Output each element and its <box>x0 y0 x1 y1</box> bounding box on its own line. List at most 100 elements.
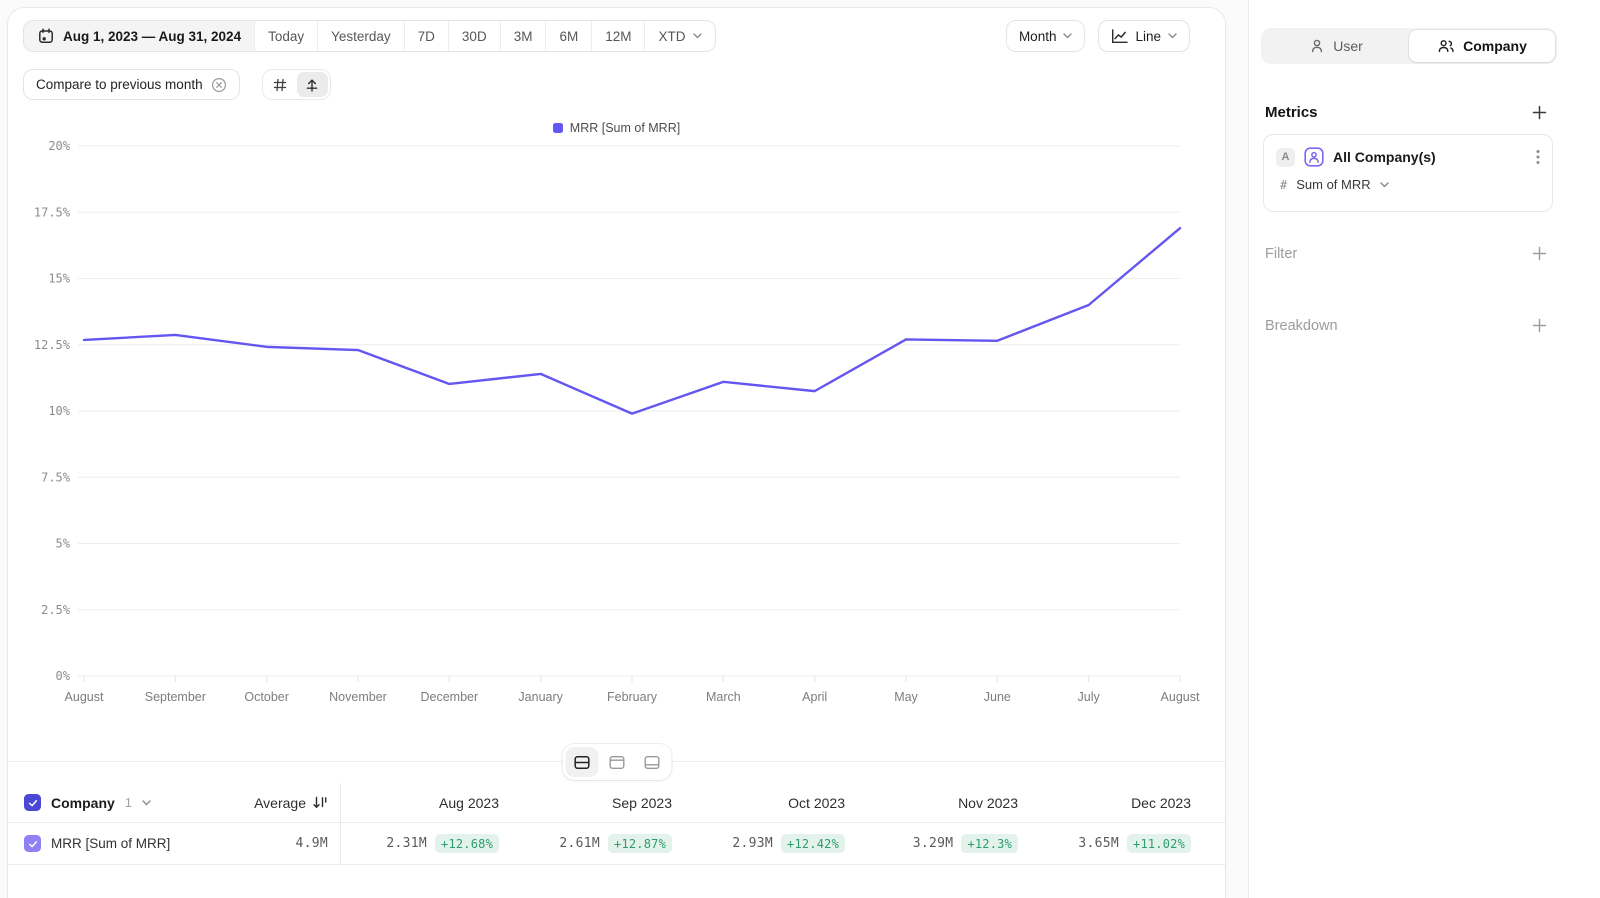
preset-button-yesterday[interactable]: Yesterday <box>317 21 404 51</box>
preset-button-3m[interactable]: 3M <box>499 21 546 51</box>
entity-metric-icon <box>1304 147 1324 167</box>
table-data-row[interactable]: MRR [Sum of MRR] 4.9M 2.31M +12.68% 2.61M +… <box>8 823 1225 865</box>
filter-section-header: Filter <box>1265 245 1548 262</box>
chevron-down-icon[interactable] <box>1379 181 1389 188</box>
preset-button-6m[interactable]: 6M <box>545 21 592 51</box>
average-value-cell: 4.9M <box>295 836 328 851</box>
aggregation-label: Sum of MRR <box>1296 177 1371 192</box>
aggregation-row[interactable]: # Sum of MRR <box>1276 177 1540 192</box>
user-icon <box>1309 38 1325 54</box>
svg-text:April: April <box>802 690 827 704</box>
chart-type-label: Line <box>1135 28 1161 44</box>
metric-value-cell: 2.61M +12.87% <box>513 834 686 853</box>
metric-value-cell: 3.65M +11.02% <box>1032 834 1205 853</box>
delta-badge: +12.42% <box>781 834 845 853</box>
entity-tab-company[interactable]: Company <box>1409 30 1555 62</box>
xtd-label: XTD <box>658 28 686 44</box>
metric-value: 2.31M <box>386 836 428 851</box>
svg-text:March: March <box>706 690 741 704</box>
metric-value-cell: 2.31M +12.68% <box>340 834 513 853</box>
user-tab-label: User <box>1333 38 1363 54</box>
row-checkbox[interactable] <box>24 835 41 852</box>
column-header-sep-2023[interactable]: Sep 2023 <box>612 794 672 811</box>
table-header-row: Company 1 Average Aug 2023 Sep 2023 Oct 20… <box>8 783 1225 823</box>
add-metric-button[interactable] <box>1531 104 1548 121</box>
report-card: Aug 1, 2023 — Aug 31, 2024 Today Yesterda… <box>8 8 1225 898</box>
average-column-header[interactable]: Average <box>240 795 340 811</box>
metric-row-label: MRR [Sum of MRR] <box>51 836 171 851</box>
add-filter-button[interactable] <box>1531 245 1548 262</box>
compare-chip-label: Compare to previous month <box>36 77 203 92</box>
granularity-dropdown[interactable]: Month <box>1005 20 1086 52</box>
entity-count: 1 <box>124 795 133 810</box>
column-header-oct-2023[interactable]: Oct 2023 <box>788 794 845 811</box>
metric-card[interactable]: A All Company(s) # Sum of MRR <box>1263 134 1553 212</box>
preset-button-today[interactable]: Today <box>254 21 318 51</box>
svg-text:August: August <box>65 690 104 704</box>
select-all-checkbox[interactable] <box>24 794 41 811</box>
date-range-button[interactable]: Aug 1, 2023 — Aug 31, 2024 <box>24 21 255 51</box>
column-header-aug-2023[interactable]: Aug 2023 <box>439 794 499 811</box>
delta-badge: +12.3% <box>961 834 1018 853</box>
preset-button-12m[interactable]: 12M <box>591 21 645 51</box>
add-breakdown-button[interactable] <box>1531 317 1548 334</box>
entity-tab-user[interactable]: User <box>1263 30 1409 62</box>
column-header-dec-2023[interactable]: Dec 2023 <box>1131 794 1191 811</box>
average-label: Average <box>254 794 306 811</box>
chart-area: 0% 2.5% 5% 7.5% 10% 12.5% 15% 17.5% 20% August Sep… <box>8 138 1225 728</box>
metric-value-cell: 2.93M +12.42% <box>686 834 859 853</box>
metric-card-header: A All Company(s) <box>1276 147 1540 167</box>
split-view-icon <box>573 755 590 770</box>
preset-button-xtd[interactable]: XTD <box>644 21 716 51</box>
date-range-label: Aug 1, 2023 — Aug 31, 2024 <box>63 28 242 44</box>
svg-text:July: July <box>1078 690 1101 704</box>
table-view-button[interactable] <box>635 747 668 777</box>
chevron-down-icon[interactable] <box>142 799 151 806</box>
metric-value: 2.93M <box>732 836 774 851</box>
hash-icon: # <box>1280 177 1288 192</box>
metric-value: 3.29M <box>912 836 954 851</box>
delta-badge: +11.02% <box>1127 834 1191 853</box>
mrr-line-chart[interactable]: 0% 2.5% 5% 7.5% 10% 12.5% 15% 17.5% 20% August Sep… <box>8 138 1225 723</box>
chevron-down-icon <box>1063 33 1073 39</box>
svg-text:20%: 20% <box>48 139 70 153</box>
svg-text:7.5%: 7.5% <box>41 470 71 484</box>
preset-button-30d[interactable]: 30D <box>447 21 500 51</box>
date-preset-group: Aug 1, 2023 — Aug 31, 2024 Today Yesterda… <box>23 20 717 52</box>
delta-badge: +12.87% <box>608 834 672 853</box>
svg-text:2.5%: 2.5% <box>41 603 71 617</box>
chart-view-button[interactable] <box>600 747 633 777</box>
svg-text:12.5%: 12.5% <box>34 338 71 352</box>
config-sidebar: User Company Metrics A All Company(s) <box>1248 0 1600 898</box>
grid-icon <box>272 77 288 93</box>
compare-chip[interactable]: Compare to previous month <box>23 69 240 100</box>
line-chart-icon <box>1111 28 1129 44</box>
table-view-icon <box>643 755 660 770</box>
svg-text:10%: 10% <box>48 404 70 418</box>
svg-text:June: June <box>984 690 1011 704</box>
view-toggle-group <box>562 744 671 780</box>
company-tab-label: Company <box>1463 38 1527 54</box>
toolbar-right: Month Line <box>1005 20 1190 52</box>
split-view-button[interactable] <box>565 747 598 777</box>
close-circle-icon[interactable] <box>211 77 227 93</box>
preset-button-7d[interactable]: 7D <box>403 21 448 51</box>
entity-toggle: User Company <box>1261 28 1557 64</box>
annotations-toggle-button[interactable] <box>296 72 328 97</box>
delta-badge: +12.68% <box>435 834 499 853</box>
column-header-nov-2023[interactable]: Nov 2023 <box>958 794 1018 811</box>
sort-icon[interactable] <box>312 795 328 810</box>
entity-header-cell[interactable]: Company 1 <box>24 794 240 811</box>
metric-name-cell: MRR [Sum of MRR] <box>24 835 240 852</box>
grid-toggle-button[interactable] <box>265 72 296 97</box>
svg-text:0%: 0% <box>56 669 71 683</box>
kebab-menu-icon[interactable] <box>1536 149 1540 165</box>
arrow-up-from-line-icon <box>304 77 320 93</box>
chart-tools-group <box>261 69 331 100</box>
metric-value: 2.61M <box>559 836 601 851</box>
metrics-title: Metrics <box>1265 104 1318 121</box>
chart-type-dropdown[interactable]: Line <box>1098 20 1190 52</box>
granularity-label: Month <box>1018 28 1057 44</box>
company-icon <box>1437 38 1455 54</box>
